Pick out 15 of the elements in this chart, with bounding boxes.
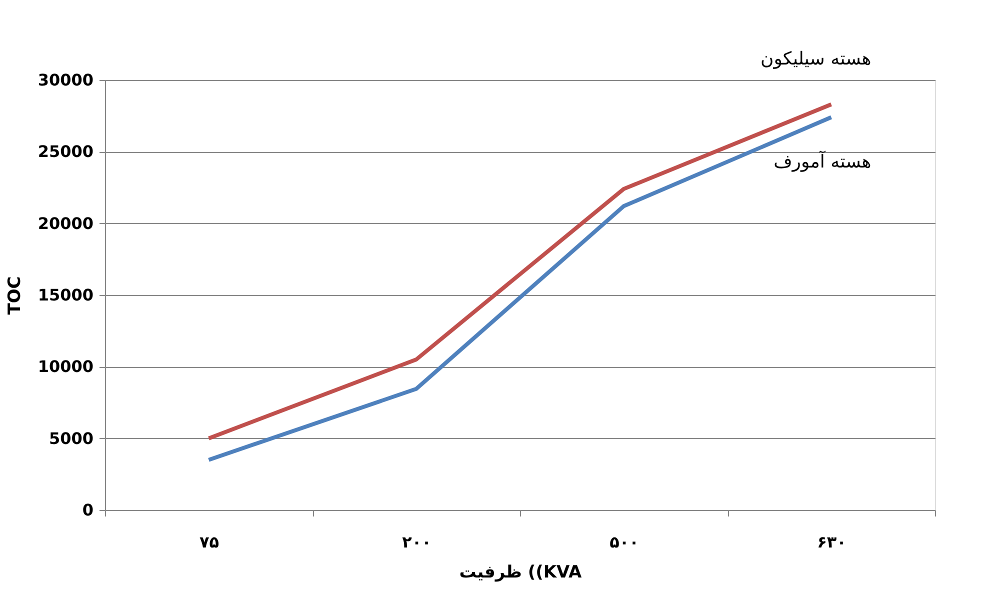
- y-tick-label: 5000: [48, 428, 94, 448]
- x-tick-label: ۵۰۰: [610, 532, 639, 552]
- y-tick-label: 20000: [38, 214, 94, 233]
- y-tick-label: 30000: [38, 70, 94, 90]
- x-tick-label: ۶۳۰: [817, 532, 846, 552]
- y-tick-label: 25000: [38, 142, 94, 162]
- x-tick-label: ۷۵: [199, 532, 220, 552]
- x-tick-label: ۲۰۰: [402, 532, 432, 552]
- x-axis-title: ظرفیت ((KVA: [459, 562, 583, 582]
- series-label: هسته آمورف: [774, 150, 872, 172]
- y-tick-label: 10000: [38, 357, 94, 376]
- y-tick-label: 0: [82, 500, 94, 520]
- y-axis-title: TOC: [4, 276, 25, 315]
- y-tick-label: 15000: [38, 286, 94, 304]
- text: هسته سیلیکون: [760, 48, 872, 70]
